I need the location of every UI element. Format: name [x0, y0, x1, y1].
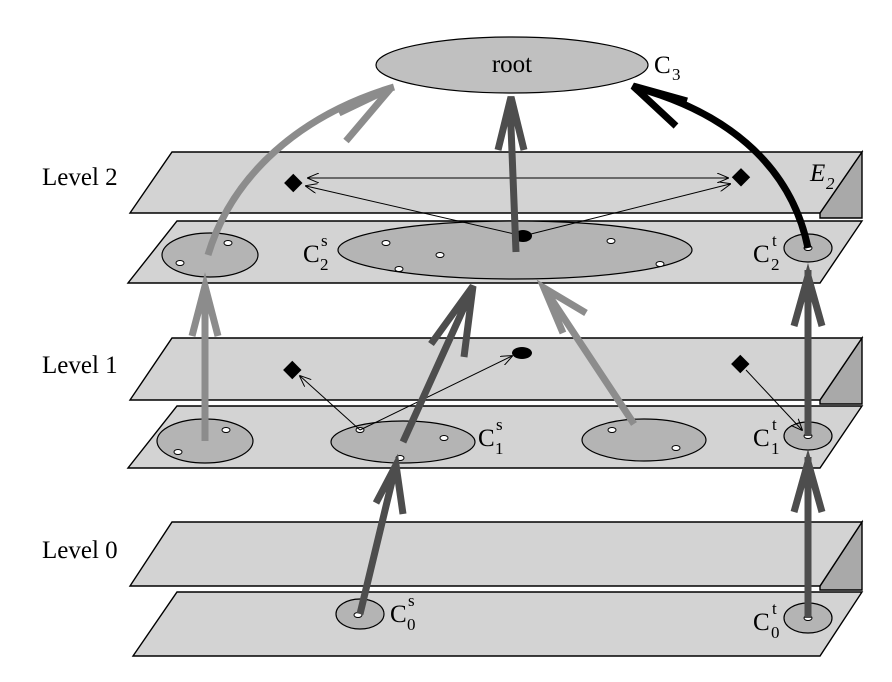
node-hole [435, 252, 445, 258]
node-hole [671, 445, 681, 451]
node-hole [607, 427, 617, 433]
thin-arrow [300, 376, 361, 431]
c2t-base: C [753, 241, 770, 268]
c0s-sup: s [408, 591, 415, 610]
c0t-sup: t [772, 599, 777, 618]
arrow-c1s-to-c2s [399, 283, 477, 444]
arrow-1a-to-2a [188, 272, 222, 441]
c2s-base: C [303, 241, 320, 268]
c1s-sub: 1 [495, 439, 504, 458]
level-2-top-plane [128, 151, 864, 214]
level-0-group [128, 519, 864, 657]
node-hole [175, 260, 185, 266]
edge-e2-label: E 2 [809, 160, 835, 193]
thin-arrow [359, 356, 512, 431]
c0s-sub: 0 [407, 615, 416, 634]
arrow-c0t-to-c1t [790, 449, 826, 618]
node-hole [223, 240, 233, 246]
level-0-bottom-plane [131, 591, 864, 657]
cluster-c0s-label: C s 0 [390, 591, 416, 634]
c2s-sub: 2 [320, 255, 329, 274]
thick-arrows [188, 82, 826, 618]
node-hole [221, 427, 231, 433]
c0t-sub: 0 [771, 623, 780, 642]
node-hole [606, 238, 616, 244]
c1s-base: C [478, 425, 495, 452]
c2t-sub: 2 [771, 255, 780, 274]
cluster-c2t-label: C t 2 [753, 231, 780, 274]
level-1-label: Level 1 [42, 352, 118, 379]
root-label: root [492, 51, 532, 78]
cluster-c0t-label: C t 0 [753, 599, 780, 642]
cluster-c1s-label: C s 1 [478, 415, 504, 458]
arrow-c2t-to-root [630, 82, 812, 249]
root-cluster-base: C [654, 52, 671, 79]
arrow-2a-to-root [204, 83, 396, 257]
level-2-label: Level 2 [42, 164, 118, 191]
thin-arrow [522, 184, 730, 237]
c2t-sup: t [772, 231, 777, 250]
arrow-1c-to-c2s [536, 279, 637, 426]
level-0-top-plane [128, 521, 864, 587]
root-cluster-sub: 3 [672, 65, 681, 84]
c1s-sup: s [496, 415, 503, 434]
cluster-c1t-label: C t 1 [753, 415, 780, 458]
edge-letter: E [809, 160, 825, 187]
c1t-sup: t [772, 415, 777, 434]
thin-arrow [306, 186, 524, 237]
arrow-c2s-to-root [494, 96, 528, 253]
arrow-c0s-to-c1s [356, 453, 407, 615]
level-0-label: Level 0 [42, 537, 118, 564]
cluster-1c-ellipse [581, 418, 707, 462]
arrow-c1t-to-c2t [790, 263, 826, 436]
level-2-group [126, 149, 864, 284]
c2s-sup: s [321, 231, 328, 250]
node-hole [439, 435, 449, 441]
c0s-base: C [390, 601, 407, 628]
level-1-top-plane [128, 337, 864, 401]
root-cluster-label: C 3 [654, 52, 681, 84]
diamond-node [731, 168, 751, 187]
c0t-base: C [753, 609, 770, 636]
c1t-sub: 1 [771, 439, 780, 458]
edge-index: 2 [826, 174, 835, 193]
c1t-base: C [753, 425, 770, 452]
diamond-node [284, 173, 303, 193]
cluster-c2s-label: C s 2 [303, 231, 329, 274]
diamond-node [283, 360, 302, 380]
node-hole [381, 240, 391, 246]
node-hole [655, 261, 665, 267]
node-hole [173, 449, 183, 455]
node-hole [394, 266, 404, 272]
root-ellipse [375, 36, 649, 94]
thin-arrow [745, 369, 802, 430]
black-node [512, 347, 532, 359]
diamond-node [731, 354, 750, 374]
